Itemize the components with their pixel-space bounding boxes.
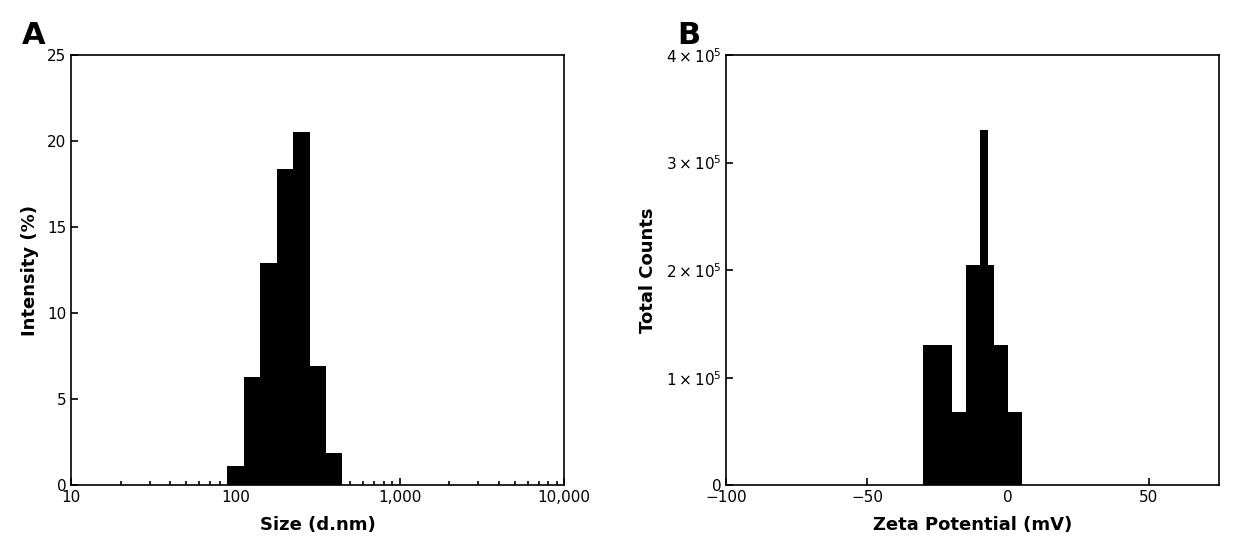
Bar <box>966 265 980 485</box>
Bar <box>293 133 310 485</box>
Bar <box>924 345 951 485</box>
Bar <box>244 377 260 485</box>
X-axis label: Size (d.nm): Size (d.nm) <box>260 516 376 534</box>
Text: B: B <box>677 21 701 49</box>
Bar <box>951 412 966 485</box>
Bar <box>988 265 993 485</box>
Bar <box>310 366 326 485</box>
Bar <box>980 130 988 485</box>
Bar <box>227 466 244 485</box>
Bar <box>1008 412 1022 485</box>
Bar <box>326 452 342 485</box>
Text: A: A <box>22 21 46 49</box>
Y-axis label: Intensity (%): Intensity (%) <box>21 205 38 336</box>
X-axis label: Zeta Potential (mV): Zeta Potential (mV) <box>873 516 1073 534</box>
Bar <box>277 169 293 485</box>
Bar <box>993 345 1008 485</box>
Y-axis label: Total Counts: Total Counts <box>640 208 657 333</box>
Bar <box>260 263 277 485</box>
